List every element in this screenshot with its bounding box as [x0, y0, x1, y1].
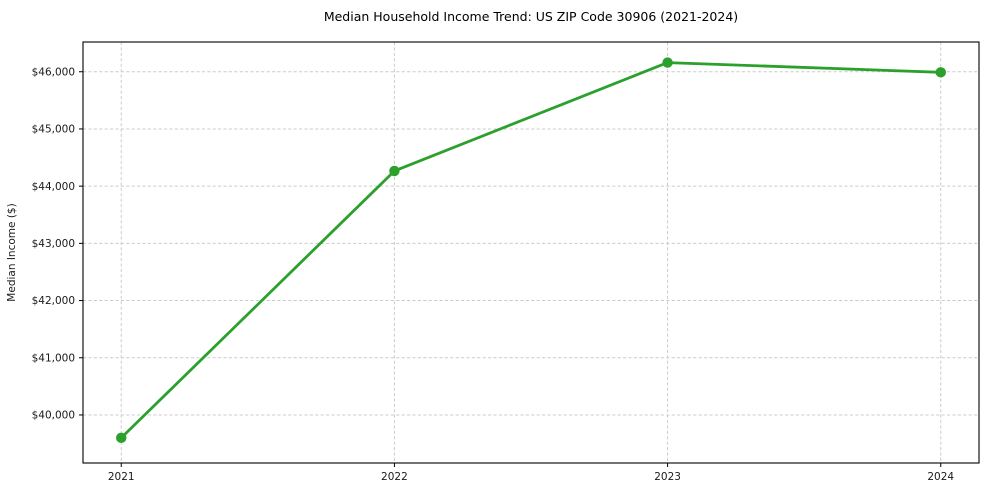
chart-title: Median Household Income Trend: US ZIP Co… — [323, 9, 739, 24]
y-tick-label: $42,000 — [32, 295, 75, 307]
y-tick-label: $43,000 — [32, 238, 75, 250]
plot-border — [82, 41, 980, 464]
y-tick-label: $46,000 — [32, 66, 75, 78]
y-tick-label: $41,000 — [32, 352, 75, 364]
data-point-2024 — [935, 67, 946, 78]
y-axis-label: Median Income ($) — [6, 203, 18, 301]
data-point-2021 — [116, 432, 127, 444]
y-tick-label: $45,000 — [32, 124, 75, 136]
y-tick-label: $44,000 — [32, 181, 75, 193]
y-tick-label: $40,000 — [32, 410, 75, 422]
data-point-2023 — [662, 57, 673, 68]
data-line — [119, 61, 943, 440]
x-tick-label: 2022 — [381, 471, 408, 483]
x-tick-label: 2024 — [927, 471, 954, 483]
x-tick-label: 2021 — [108, 471, 135, 483]
data-point-2022 — [389, 165, 400, 177]
x-tick-label: 2023 — [654, 471, 681, 483]
